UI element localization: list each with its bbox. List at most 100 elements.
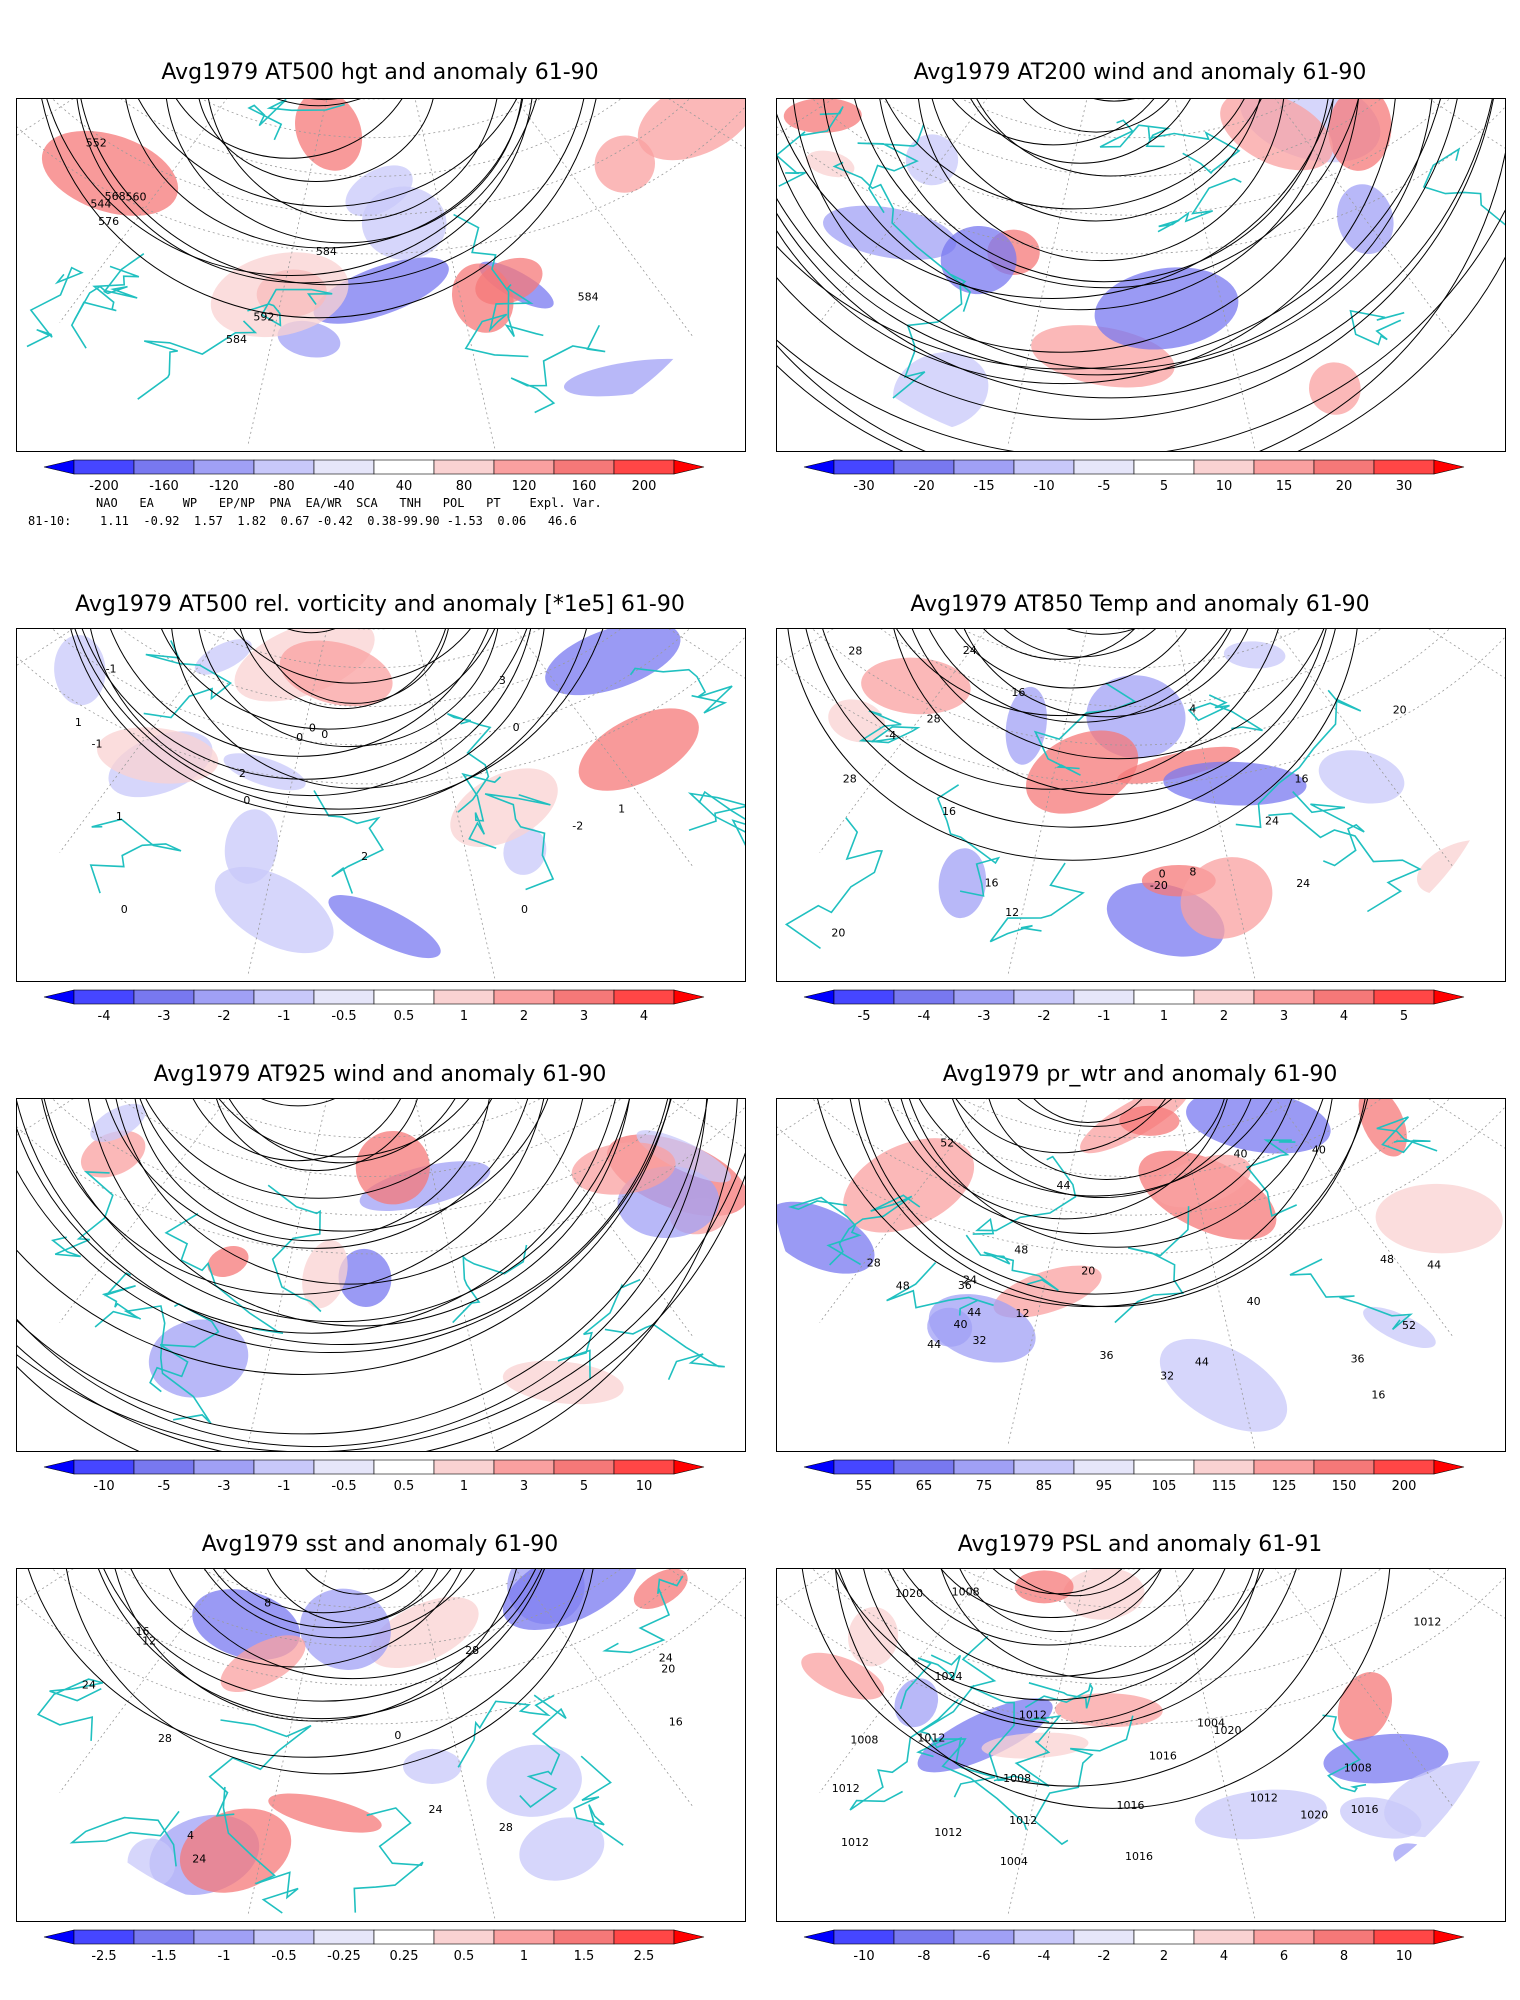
- contour-label: 1024: [935, 1670, 963, 1683]
- colorbar-tick-label: -1: [278, 1479, 291, 1494]
- colorbar: -4 -3 -2 -1 -0.5 0.5 1 2 3 4: [43, 989, 712, 1024]
- contour-label: 48: [896, 1279, 910, 1292]
- colorbar-tick-label: -120: [209, 479, 239, 494]
- contour-label: 8: [1189, 866, 1196, 879]
- colorbar-tick-label: 3: [520, 1479, 528, 1494]
- contour-label: 24: [1296, 877, 1310, 890]
- contour-label: 24: [192, 1853, 206, 1866]
- contour-label: 0: [296, 731, 303, 744]
- colorbar-tick-label: -2.5: [91, 1949, 116, 1964]
- panel-title: Avg1979 AT925 wind and anomaly 61-90: [153, 1062, 607, 1087]
- contour-label: 16: [985, 877, 999, 890]
- contour-label: 44: [1427, 1259, 1441, 1272]
- contour-label: 1020: [1300, 1809, 1328, 1822]
- contour-label: 28: [927, 713, 941, 726]
- contour-label: 28: [499, 1821, 513, 1834]
- coastlines: [36, 1575, 684, 1914]
- colorbar-tick-label: 125: [1272, 1479, 1297, 1494]
- contour-labels: 3640444452121620242832323640404448485236…: [867, 1136, 1441, 1401]
- contour-label: 52: [940, 1136, 954, 1149]
- colorbar-tick-label: 1: [520, 1949, 528, 1964]
- panel-title: Avg1979 pr_wtr and anomaly 61-90: [942, 1062, 1338, 1087]
- colorbar-tick-label: 2: [520, 1009, 528, 1024]
- anomaly-shading: [828, 641, 1501, 957]
- contour-label: -20: [1150, 879, 1168, 892]
- colorbar-tick-label: -0.5: [331, 1479, 356, 1494]
- contour-label: 552: [86, 136, 107, 149]
- colorbar-tick-label: 4: [1340, 1009, 1348, 1024]
- contour-label: 4: [187, 1829, 194, 1842]
- colorbar-tick-label: 10: [1216, 479, 1233, 494]
- colorbar-tick-label: -40: [333, 479, 354, 494]
- map-frame: 0 0 0 0 0 0 1 1 2 2 -1 -1 -2 3 1 0: [16, 628, 746, 982]
- contour-label: 48: [1014, 1243, 1028, 1256]
- panel-title: Avg1979 AT850 Temp and anomaly 61-90: [910, 592, 1370, 617]
- contour-label: 28: [158, 1732, 172, 1745]
- colorbar-tick-label: 1: [1160, 1009, 1168, 1024]
- contour-label: 1004: [1197, 1717, 1225, 1730]
- graticule: [17, 1569, 745, 1921]
- colorbar: -200 -160 -120 -80 -40 40 80 120 160 200: [43, 459, 712, 494]
- colorbar-tick-label: -8: [918, 1949, 931, 1964]
- colorbar-tick-label: 15: [1276, 479, 1293, 494]
- coastlines: [788, 1116, 1438, 1331]
- contour-label: 32: [973, 1334, 987, 1347]
- coastlines: [777, 106, 1505, 399]
- contour-lines: [801, 1569, 1391, 1809]
- colorbar-tick-label: 30: [1396, 479, 1413, 494]
- contour-label: 1012: [841, 1836, 869, 1849]
- contour-label: 1012: [917, 1731, 945, 1744]
- colorbar-tick-label: -200: [89, 479, 119, 494]
- map-frame: 1012 1016 1020 1004 1008 1012 1016 1020 1024 1020…: [776, 1568, 1506, 1922]
- contour-label: 36: [1100, 1349, 1114, 1362]
- contour-label: 1012: [832, 1782, 860, 1795]
- contour-lines: [817, 1099, 1369, 1308]
- contour-lines: [70, 629, 604, 816]
- colorbar-tick-label: 80: [456, 479, 473, 494]
- contour-label: 28: [843, 773, 857, 786]
- contour-label: 12: [142, 1634, 156, 1647]
- contour-label: 16: [1011, 686, 1025, 699]
- contour-labels: -20 -4 0 4 8 12 16 16 16 20 24 24 28 28 28 24 20 16: [831, 644, 1406, 939]
- colorbar-tick-label: -80: [273, 479, 294, 494]
- colorbar-tick-label: 3: [1280, 1009, 1288, 1024]
- colorbar-tick-label: 115: [1212, 1479, 1237, 1494]
- map-panel-temp850: Avg1979 AT850 Temp and anomaly 61-90 -20 -…: [760, 580, 1520, 1040]
- contour-label: 576: [98, 215, 119, 228]
- contour-label: 24: [1265, 815, 1279, 828]
- contour-label: 16: [135, 1625, 149, 1638]
- colorbar: -5 -4 -3 -2 -1 1 2 3 4 5: [803, 989, 1472, 1024]
- contour-label: 1008: [952, 1585, 980, 1598]
- contour-label: 1008: [1344, 1761, 1372, 1774]
- contour-label: 40: [954, 1318, 968, 1331]
- map-panel-wind925: Avg1979 AT925 wind and anomaly 61-90 -10-…: [0, 1050, 760, 1510]
- contour-label: 1012: [1019, 1708, 1047, 1721]
- colorbar-tick-label: 160: [572, 479, 597, 494]
- contour-label: 1004: [1000, 1855, 1028, 1868]
- contour-label: 584: [316, 245, 337, 258]
- map-canvas: [17, 1099, 745, 1451]
- contour-label: 36: [958, 1279, 972, 1292]
- contour-label: 24: [428, 1803, 442, 1816]
- contour-label: 3: [499, 674, 506, 687]
- contour-label: 1020: [1213, 1724, 1241, 1737]
- contour-label: 44: [927, 1338, 941, 1351]
- colorbar-tick-label: -0.5: [331, 1009, 356, 1024]
- contour-label: 24: [82, 1678, 96, 1691]
- coastlines: [26, 99, 606, 414]
- colorbar-tick-label: 4: [1220, 1949, 1228, 1964]
- contour-label: 36: [1351, 1352, 1365, 1365]
- coastlines: [849, 1635, 1367, 1846]
- coastlines: [784, 682, 1422, 950]
- contour-label: 16: [942, 805, 956, 818]
- colorbar-tick-label: 1.5: [574, 1949, 595, 1964]
- contour-label: 16: [1295, 773, 1309, 786]
- contour-label: -4: [885, 729, 896, 742]
- colorbar: -30 -20 -15 -10 -5 5 10 15 20 30: [803, 459, 1472, 494]
- colorbar-tick-label: -6: [978, 1949, 991, 1964]
- colorbar-tick-label: 150: [1332, 1479, 1357, 1494]
- contour-label: 40: [1233, 1147, 1247, 1160]
